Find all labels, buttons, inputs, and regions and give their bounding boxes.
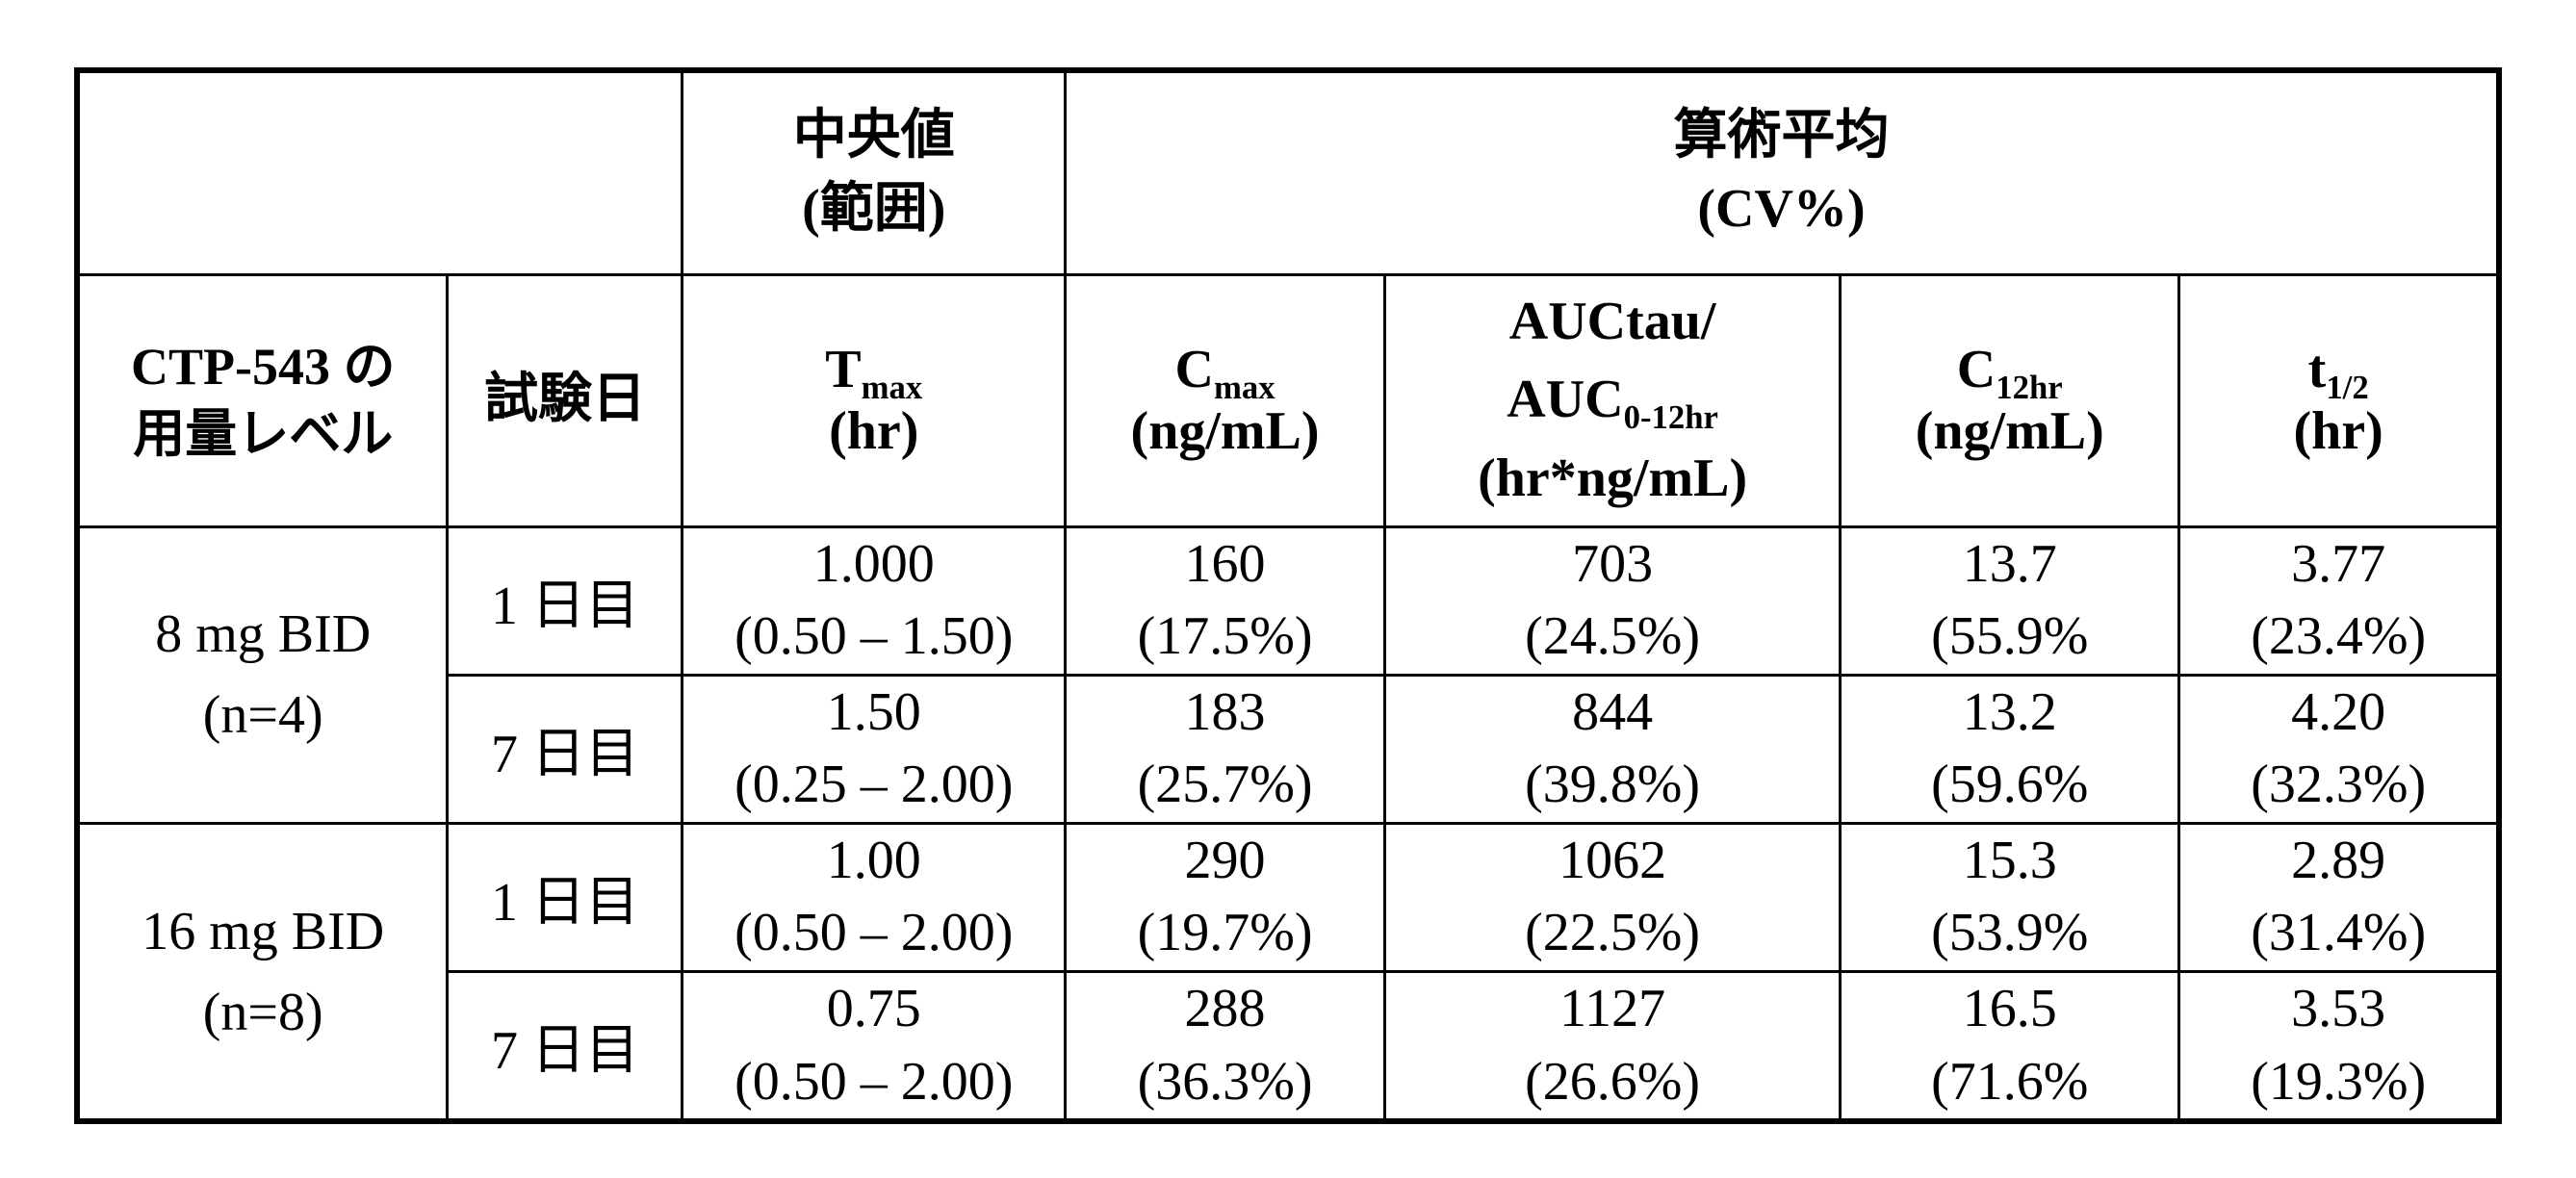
- thalf-value: 3.77 (23.4%): [2177, 525, 2501, 677]
- table-row: 8 mg BID (n=4) 1 日目 1.000 (0.50 – 1.50) …: [75, 525, 2501, 825]
- c12hr-value: 16.5 (71.6%: [1839, 970, 2181, 1123]
- day-cell: 7 日目: [446, 970, 684, 1123]
- cmax-header: Cmax (ng/mL): [1063, 272, 1387, 528]
- day-cell: 7 日目: [446, 673, 684, 825]
- range-label: (範囲): [802, 178, 946, 239]
- auc-value: 1127 (26.6%): [1383, 970, 1842, 1123]
- c12hr-value: 13.7 (55.9%: [1839, 525, 2181, 677]
- dose-cell-8mg: 8 mg BID (n=4): [75, 525, 450, 825]
- auc-value: 1062 (22.5%): [1383, 821, 1842, 974]
- c12hr-value: 15.3 (53.9%: [1839, 821, 2181, 974]
- thalf-value: 2.89 (31.4%): [2177, 821, 2501, 974]
- auc-value: 844 (39.8%): [1383, 673, 1842, 825]
- header-row-statistic: 中央値 (範囲) 算術平均 (CV%): [75, 68, 2501, 276]
- thalf-value: 3.53 (19.3%): [2177, 970, 2501, 1123]
- cmax-value: 160 (17.5%): [1063, 525, 1387, 677]
- day-cell: 1 日目: [446, 525, 684, 677]
- study-day-header: 試験日: [446, 272, 684, 528]
- median-label: 中央値: [792, 106, 955, 166]
- corner-cell: [75, 68, 684, 276]
- c12hr-header: C12hr (ng/mL): [1839, 272, 2181, 528]
- tmax-value: 1.00 (0.50 – 2.00): [681, 821, 1067, 974]
- arithmetic-mean-header: 算術平均 (CV%): [1064, 68, 2501, 276]
- dose-level-header: CTP-543 の 用量レベル: [75, 272, 450, 528]
- tmax-header: Tmax (hr): [681, 272, 1067, 528]
- pk-parameters-table: 中央値 (範囲) 算術平均 (CV%) CTP-543 の 用量レベル 試験日 …: [74, 67, 2502, 1125]
- header-row-parameters: CTP-543 の 用量レベル 試験日 Tmax (hr) Cmax (ng/m…: [75, 272, 2501, 528]
- auc-header: AUCtau/ AUC0-12hr (hr*ng/mL): [1383, 272, 1842, 528]
- tmax-value: 1.50 (0.25 – 2.00): [681, 673, 1067, 825]
- cmax-value: 288 (36.3%): [1063, 970, 1387, 1123]
- median-range-header: 中央値 (範囲): [681, 68, 1067, 276]
- tmax-value: 1.000 (0.50 – 1.50): [681, 525, 1067, 677]
- mean-label: 算術平均: [1673, 106, 1890, 166]
- cmax-value: 183 (25.7%): [1063, 673, 1387, 825]
- tmax-value: 0.75 (0.50 – 2.00): [681, 970, 1067, 1123]
- auc-value: 703 (24.5%): [1383, 525, 1842, 677]
- cv-label: (CV%): [1697, 178, 1866, 239]
- table-row: 7 日目 1.50 (0.25 – 2.00) 183 (25.7%) 844 …: [77, 673, 2501, 825]
- table-row: 7 日目 0.75 (0.50 – 2.00) 288 (36.3%) 1127…: [77, 970, 2501, 1123]
- thalf-value: 4.20 (32.3%): [2177, 673, 2501, 825]
- day-cell: 1 日目: [446, 821, 684, 974]
- table-row: 16 mg BID (n=8) 1 日目 1.00 (0.50 – 2.00) …: [75, 821, 2501, 1123]
- cmax-value: 290 (19.7%): [1063, 821, 1387, 974]
- dose-cell-16mg: 16 mg BID (n=8): [75, 821, 450, 1123]
- c12hr-value: 13.2 (59.6%: [1839, 673, 2181, 825]
- thalf-header: t1/2 (hr): [2177, 272, 2501, 528]
